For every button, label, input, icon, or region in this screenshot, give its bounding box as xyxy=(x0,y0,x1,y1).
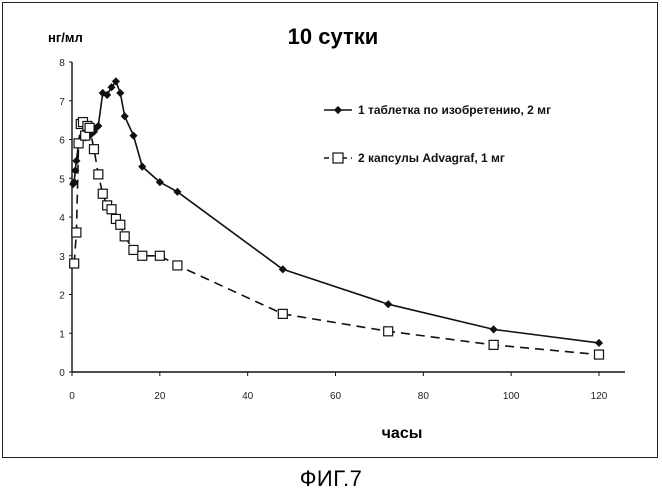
x-tick-label: 20 xyxy=(154,391,166,402)
series-2-point xyxy=(89,145,98,154)
legend-label: 2 капсулы Advagraf, 1 мг xyxy=(358,151,505,165)
series-2-point xyxy=(129,245,138,254)
y-tick-label: 1 xyxy=(59,329,65,340)
x-tick-label: 120 xyxy=(591,391,608,402)
series-1-point xyxy=(490,326,497,333)
series-2-point xyxy=(98,189,107,198)
series-1 xyxy=(70,78,603,347)
y-tick-label: 0 xyxy=(59,368,65,379)
y-tick-label: 7 xyxy=(59,97,65,108)
legend-item-2: 2 капсулы Advagraf, 1 мг xyxy=(324,151,505,165)
line-chart: 10 сутки нг/мл часы 01234567802040608010… xyxy=(0,0,662,500)
legend: 1 таблетка по изобретению, 2 мг 2 капсулы… xyxy=(324,103,551,165)
series-1-point xyxy=(121,113,128,120)
x-tick-label: 60 xyxy=(330,391,342,402)
series-1-point xyxy=(117,90,124,97)
x-tick-label: 0 xyxy=(69,391,75,402)
y-axis-label: нг/мл xyxy=(48,30,83,45)
series-2-point xyxy=(278,309,287,318)
series-2-point xyxy=(173,261,182,270)
series-2-point xyxy=(70,259,79,268)
legend-label: 1 таблетка по изобретению, 2 мг xyxy=(358,103,551,117)
chart-title: 10 сутки xyxy=(288,24,379,49)
series-1-point xyxy=(130,132,137,139)
series-2-point xyxy=(489,340,498,349)
x-tick-label: 80 xyxy=(418,391,430,402)
x-tick-label: 100 xyxy=(503,391,520,402)
series-2-point xyxy=(595,350,604,359)
series-2-point xyxy=(120,232,129,241)
y-tick-label: 6 xyxy=(59,136,65,147)
series-1-line xyxy=(73,81,599,343)
series-2-point xyxy=(85,123,94,132)
series-2-point xyxy=(116,220,125,229)
y-tick-label: 8 xyxy=(59,58,65,69)
x-tick-label: 40 xyxy=(242,391,254,402)
y-tick-label: 2 xyxy=(59,291,65,302)
legend-item-1: 1 таблетка по изобретению, 2 мг xyxy=(324,103,551,117)
legend-marker xyxy=(335,107,342,114)
legend-marker xyxy=(333,153,343,163)
series-layer xyxy=(70,78,604,359)
figure-caption: ФИГ.7 xyxy=(0,466,662,492)
y-tick-label: 4 xyxy=(59,213,65,224)
series-2-point xyxy=(155,251,164,260)
y-tick-label: 5 xyxy=(59,174,65,185)
series-1-point xyxy=(596,339,603,346)
x-axis-label: часы xyxy=(382,425,423,442)
series-2-point xyxy=(94,170,103,179)
series-2-point xyxy=(72,228,81,237)
series-2-point xyxy=(384,327,393,336)
series-1-point xyxy=(385,301,392,308)
y-tick-label: 3 xyxy=(59,252,65,263)
series-2-point xyxy=(107,205,116,214)
series-2-point xyxy=(138,251,147,260)
